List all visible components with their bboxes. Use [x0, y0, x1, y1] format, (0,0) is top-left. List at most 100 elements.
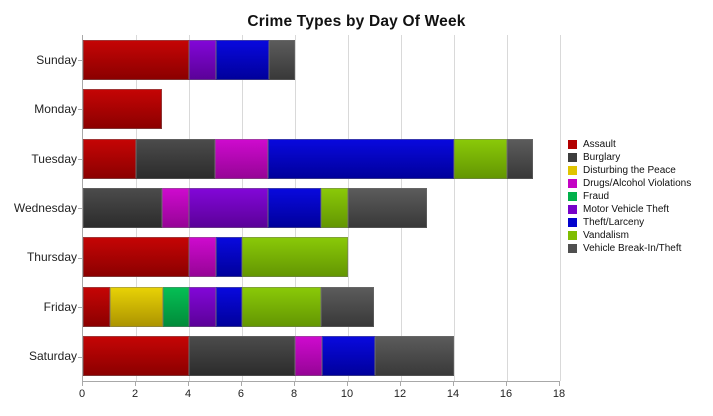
gridline-x-18 — [560, 35, 561, 381]
bar-segment-fraud — [162, 286, 189, 327]
bar-segment-motor-vehicle-theft — [189, 286, 216, 327]
y-axis-label-thursday: Thursday — [0, 237, 82, 277]
bar-segment-theft-larceny — [268, 187, 322, 228]
x-axis-tick — [453, 382, 454, 386]
legend-label: Drugs/Alcohol Violations — [583, 177, 692, 189]
bar-segment-assault — [83, 89, 163, 130]
chart-title: Crime Types by Day Of Week — [247, 13, 466, 30]
bar-segment-vandalism — [242, 237, 348, 278]
legend-label: Burglary — [583, 151, 621, 163]
y-axis-tick — [78, 356, 82, 358]
bar-segment-burglary — [136, 138, 216, 179]
legend-label: Motor Vehicle Theft — [583, 203, 669, 215]
x-axis-tick — [294, 382, 295, 386]
y-axis-label-text: Thursday — [26, 250, 77, 265]
bar-segment-vehicle-break-in-theft — [506, 138, 534, 179]
y-axis-label-saturday: Saturday — [0, 336, 82, 376]
legend-swatch — [568, 178, 577, 188]
x-axis-tick — [82, 382, 83, 386]
legend-label: Assault — [583, 138, 616, 150]
x-axis-tick — [347, 382, 348, 386]
x-axis-tick-label: 2 — [131, 388, 139, 400]
bar-segment-drugs-alcohol-violations — [189, 237, 216, 278]
legend-item-motor-vehicle-theft: Motor Vehicle Theft — [568, 203, 691, 215]
legend-swatch — [568, 204, 577, 214]
y-axis-label-text: Friday — [43, 299, 77, 314]
legend-label: Vehicle Break-In/Theft — [583, 242, 682, 254]
legend-swatch — [568, 243, 577, 253]
x-axis-tick-label: 16 — [499, 388, 513, 400]
bar-row-saturday — [83, 336, 560, 377]
bar-segment-burglary — [189, 336, 295, 377]
y-axis-tick — [78, 158, 82, 160]
legend: Assault Burglary Disturbing the Peace Drugs… — [568, 138, 692, 254]
legend-item-drugs-alcohol-violations: Drugs/Alcohol Violations — [568, 177, 692, 189]
y-axis-tick — [78, 307, 82, 309]
legend-swatch — [568, 152, 577, 162]
bar-segment-vehicle-break-in-theft — [268, 39, 295, 80]
bar-segment-assault — [83, 237, 189, 278]
bar-segment-assault — [83, 336, 189, 377]
y-axis-label-text: Wednesday — [13, 200, 77, 215]
x-axis-tick — [506, 382, 507, 386]
bar-segment-vandalism — [321, 187, 348, 228]
y-axis-label-text: Sunday — [36, 52, 77, 67]
bar-row-monday — [83, 89, 560, 130]
y-axis-tick — [78, 257, 82, 259]
bar-segment-drugs-alcohol-violations — [295, 336, 322, 377]
y-axis-label-monday: Monday — [0, 89, 82, 129]
x-axis-tick-label: 0 — [78, 388, 86, 400]
y-axis-label-friday: Friday — [0, 287, 82, 327]
x-axis-tick-label: 14 — [446, 388, 460, 400]
y-axis-label-text: Monday — [34, 102, 77, 117]
legend-swatch — [568, 230, 577, 240]
x-axis-tick-label: 4 — [184, 388, 192, 400]
y-axis-label-text: Saturday — [28, 349, 77, 364]
bar-segment-drugs-alcohol-violations — [162, 187, 189, 228]
legend-item-assault: Assault — [568, 138, 691, 150]
x-axis-tick-label: 6 — [237, 388, 245, 400]
legend-swatch — [568, 217, 577, 227]
x-axis-tick-label: 18 — [552, 388, 566, 400]
bar-segment-burglary — [83, 187, 163, 228]
bar-segment-vehicle-break-in-theft — [347, 187, 428, 228]
y-axis-tick — [78, 109, 82, 111]
bar-segment-assault — [83, 138, 136, 179]
bar-segment-motor-vehicle-theft — [189, 39, 216, 80]
y-axis-tick — [78, 208, 82, 210]
bar-segment-motor-vehicle-theft — [188, 187, 269, 228]
legend-item-vandalism: Vandalism — [568, 229, 691, 241]
bar-segment-theft-larceny — [215, 39, 269, 80]
plot-area — [82, 35, 561, 382]
x-axis-tick — [399, 382, 401, 386]
bar-segment-assault — [83, 39, 189, 80]
legend-item-fraud: Fraud — [568, 191, 691, 202]
bar-segment-vandalism — [453, 138, 507, 179]
legend-swatch — [568, 191, 577, 201]
bar-segment-assault — [83, 286, 110, 327]
bar-segment-theft-larceny — [215, 286, 242, 327]
x-axis-tick — [559, 382, 560, 386]
legend-swatch — [568, 165, 577, 175]
x-axis-tick-label: 8 — [290, 388, 298, 400]
bar-segment-theft-larceny — [215, 237, 242, 278]
bar-segment-drugs-alcohol-violations — [215, 138, 269, 179]
x-axis: 0 2 4 6 8 10 12 14 16 18 — [78, 382, 565, 406]
bar-segment-theft-larceny — [268, 138, 454, 179]
legend-label: Disturbing the Peace — [583, 164, 676, 176]
legend-item-vehicle-break-in-theft: Vehicle Break-In/Theft — [568, 242, 691, 254]
y-axis-label-tuesday: Tuesday — [0, 139, 82, 179]
gridline-x-16 — [507, 35, 508, 381]
bar-segment-vehicle-break-in-theft — [321, 286, 375, 327]
x-axis-tick — [135, 382, 136, 386]
legend-item-burglary: Burglary — [568, 151, 691, 163]
x-axis-tick — [240, 382, 242, 386]
x-axis-tick-label: 10 — [340, 388, 354, 400]
y-axis-label-wednesday: Wednesday — [0, 188, 82, 228]
legend-label: Vandalism — [583, 229, 629, 241]
y-axis-labels: Sunday Monday Tuesday Wednesday Thursday Frid… — [0, 35, 82, 381]
legend-item-theft-larceny: Theft/Larceny — [568, 217, 691, 228]
bar-segment-disturbing-the-peace — [109, 286, 163, 327]
x-axis-tick-label: 12 — [393, 388, 407, 400]
